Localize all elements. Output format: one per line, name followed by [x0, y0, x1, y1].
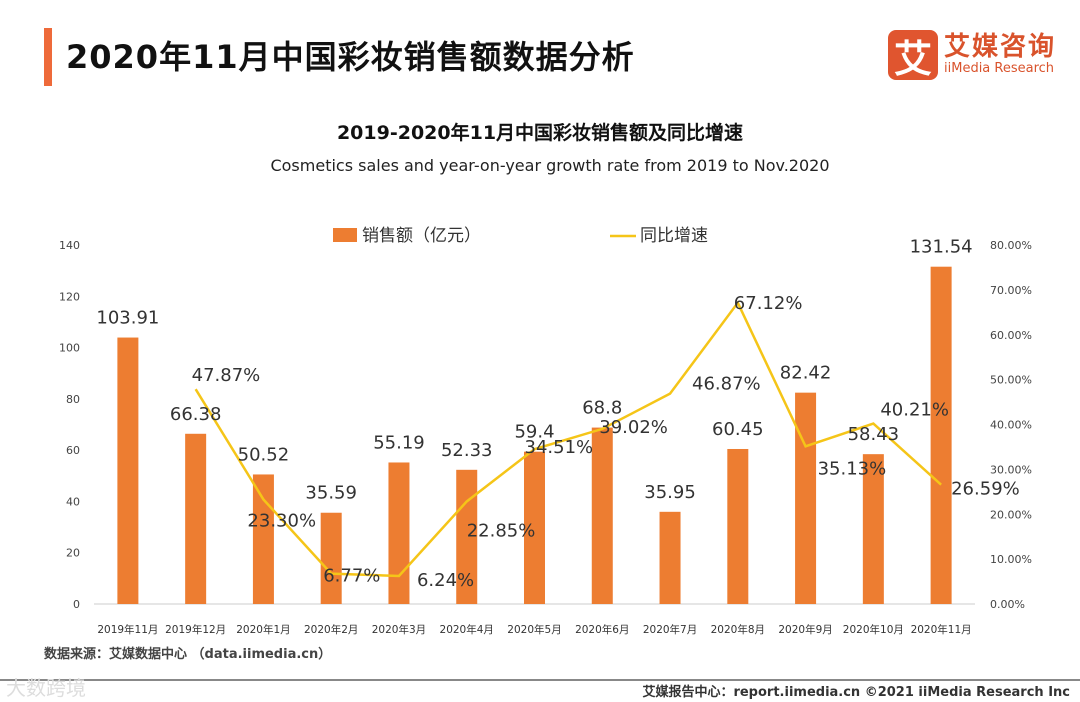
x-tick: 2020年3月	[372, 623, 426, 636]
line-label: 67.12%	[734, 293, 803, 314]
x-tick: 2019年12月	[165, 623, 226, 636]
bar-label: 35.95	[644, 482, 696, 503]
y-left-tick: 80	[66, 393, 80, 406]
bar-label: 131.54	[910, 237, 973, 258]
bar	[185, 433, 207, 604]
y-right-tick: 80.00%	[990, 239, 1032, 252]
bar-label: 103.91	[96, 308, 159, 329]
x-tick: 2020年2月	[304, 623, 358, 636]
bar	[862, 454, 884, 604]
x-tick: 2020年4月	[440, 623, 494, 636]
bar-label: 35.59	[305, 483, 357, 504]
bar-label: 52.33	[441, 440, 493, 461]
x-tick: 2020年1月	[236, 623, 290, 636]
bar	[727, 448, 749, 604]
bar	[252, 474, 274, 604]
footer-divider	[0, 679, 1080, 681]
y-left-tick: 20	[66, 547, 80, 560]
line-label: 26.59%	[951, 479, 1020, 500]
title-accent-bar	[44, 28, 52, 86]
watermark: 大数跨境	[6, 676, 86, 700]
bar-label: 59.4	[514, 422, 554, 443]
bar-label: 66.38	[170, 404, 222, 425]
chart-subtitle: Cosmetics sales and year-on-year growth …	[270, 156, 830, 175]
y-left-tick: 0	[73, 598, 80, 611]
bar	[795, 392, 817, 604]
legend-bar-label: 销售额（亿元）	[362, 226, 481, 246]
bar	[320, 512, 342, 604]
x-tick: 2020年5月	[507, 623, 561, 636]
bar	[591, 427, 613, 604]
y-left-tick: 60	[66, 444, 80, 457]
line-label: 46.87%	[692, 374, 761, 395]
y-left-tick: 120	[59, 290, 80, 303]
y-right-tick: 60.00%	[990, 329, 1032, 342]
logo: 艾 艾媒咨询 iiMedia Research	[888, 30, 1057, 81]
growth-line	[194, 300, 942, 578]
line-label: 22.85%	[467, 520, 536, 541]
page-title: 2020年11月中国彩妆销售额数据分析	[66, 38, 635, 76]
bar-label: 82.42	[780, 363, 832, 384]
x-tick: 2020年7月	[643, 623, 697, 636]
legend-bar-swatch	[333, 228, 357, 242]
x-tick: 2020年10月	[843, 623, 904, 636]
y-right-tick: 30.00%	[990, 463, 1032, 476]
x-tick: 2020年8月	[711, 623, 765, 636]
bar-label: 60.45	[712, 419, 764, 440]
line-label: 34.51%	[525, 437, 594, 458]
x-tick: 2020年9月	[778, 623, 832, 636]
y-right-tick: 20.00%	[990, 508, 1032, 521]
y-right-tick: 70.00%	[990, 284, 1032, 297]
bar	[930, 266, 952, 604]
line-label: 6.24%	[417, 570, 474, 591]
bar-label: 50.52	[238, 444, 290, 465]
chart-title: 2019-2020年11月中国彩妆销售额及同比增速	[336, 122, 744, 144]
x-tick: 2020年11月	[911, 623, 972, 636]
line-label: 40.21%	[880, 400, 949, 421]
y-right-tick: 50.00%	[990, 374, 1032, 387]
bar-label: 55.19	[373, 432, 425, 453]
y-right-tick: 10.00%	[990, 553, 1032, 566]
bar-label: 68.8	[582, 398, 622, 419]
line-label: 47.87%	[192, 365, 261, 386]
data-source: 数据来源：艾媒数据中心 （data.iimedia.cn）	[44, 647, 332, 662]
bar-label: 58.43	[848, 424, 900, 445]
line-label: 6.77%	[323, 566, 380, 587]
y-left-tick: 140	[59, 239, 80, 252]
line-label: 23.30%	[247, 510, 316, 531]
x-tick: 2020年6月	[575, 623, 629, 636]
x-tick: 2019年11月	[97, 623, 158, 636]
logo-mark: 艾	[888, 30, 938, 81]
bar	[456, 469, 478, 604]
y-left-tick: 100	[59, 342, 80, 355]
y-right-tick: 40.00%	[990, 419, 1032, 432]
legend-line-label: 同比增速	[640, 226, 708, 246]
bar	[388, 462, 410, 604]
line-label: 35.13%	[818, 458, 887, 479]
logo-en: iiMedia Research	[944, 61, 1055, 76]
y-left-tick: 40	[66, 495, 80, 508]
bar	[524, 451, 545, 604]
line-label: 39.02%	[599, 417, 668, 438]
footer-text: 艾媒报告中心：report.iimedia.cn ©2021 iiMedia R…	[642, 685, 1070, 700]
y-right-tick: 0.00%	[990, 598, 1025, 611]
logo-cn: 艾媒咨询	[944, 32, 1057, 62]
bar	[117, 337, 139, 604]
bar	[659, 511, 681, 604]
